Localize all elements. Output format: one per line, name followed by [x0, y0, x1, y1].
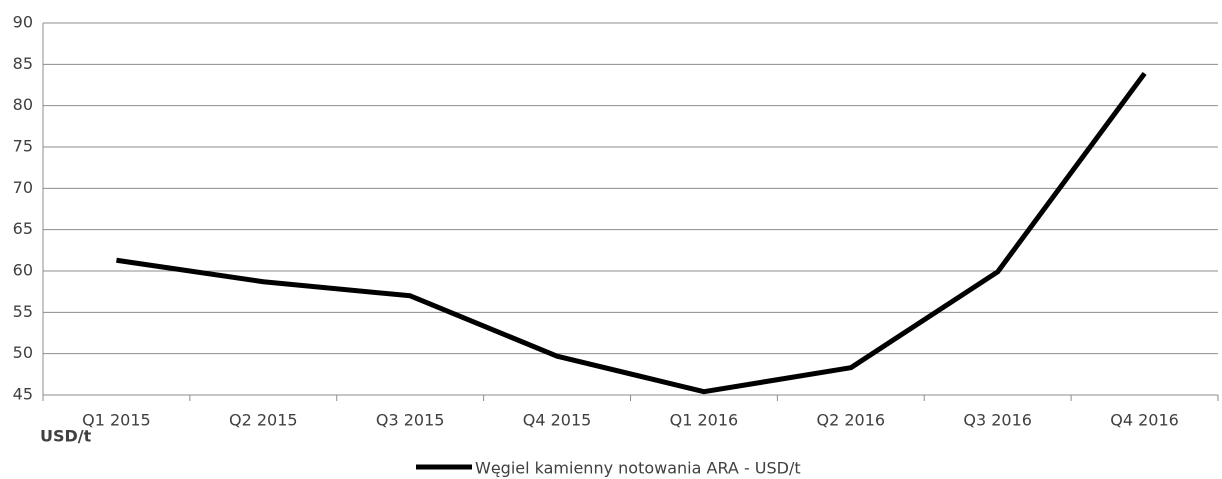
x-tick-label: Q2 2015: [229, 411, 298, 430]
y-tick-label: 55: [13, 302, 33, 321]
y-tick-label: 65: [13, 219, 33, 238]
x-tick-label: Q3 2015: [376, 411, 445, 430]
y-tick-label: 80: [13, 95, 33, 114]
y-tick-label: 60: [13, 261, 33, 280]
x-tick-label: Q3 2016: [963, 411, 1032, 430]
y-tick-label: 75: [13, 137, 33, 156]
y-tick-label: 90: [13, 13, 33, 32]
unit-annotation: USD/t: [40, 427, 92, 446]
x-tick-label: Q4 2015: [523, 411, 592, 430]
x-tick-label: Q1 2015: [82, 411, 151, 430]
y-tick-label: 85: [13, 54, 33, 73]
x-tick-label: Q2 2016: [817, 411, 886, 430]
legend-label: Węgiel kamienny notowania ARA - USD/t: [475, 459, 801, 478]
data-line: [116, 71, 1147, 395]
y-tick-label: 45: [13, 385, 33, 404]
x-tick-label: Q4 2016: [1110, 411, 1179, 430]
y-tick-label: 50: [13, 343, 33, 362]
x-tick-label: Q1 2016: [670, 411, 739, 430]
y-tick-label: 70: [13, 178, 33, 197]
